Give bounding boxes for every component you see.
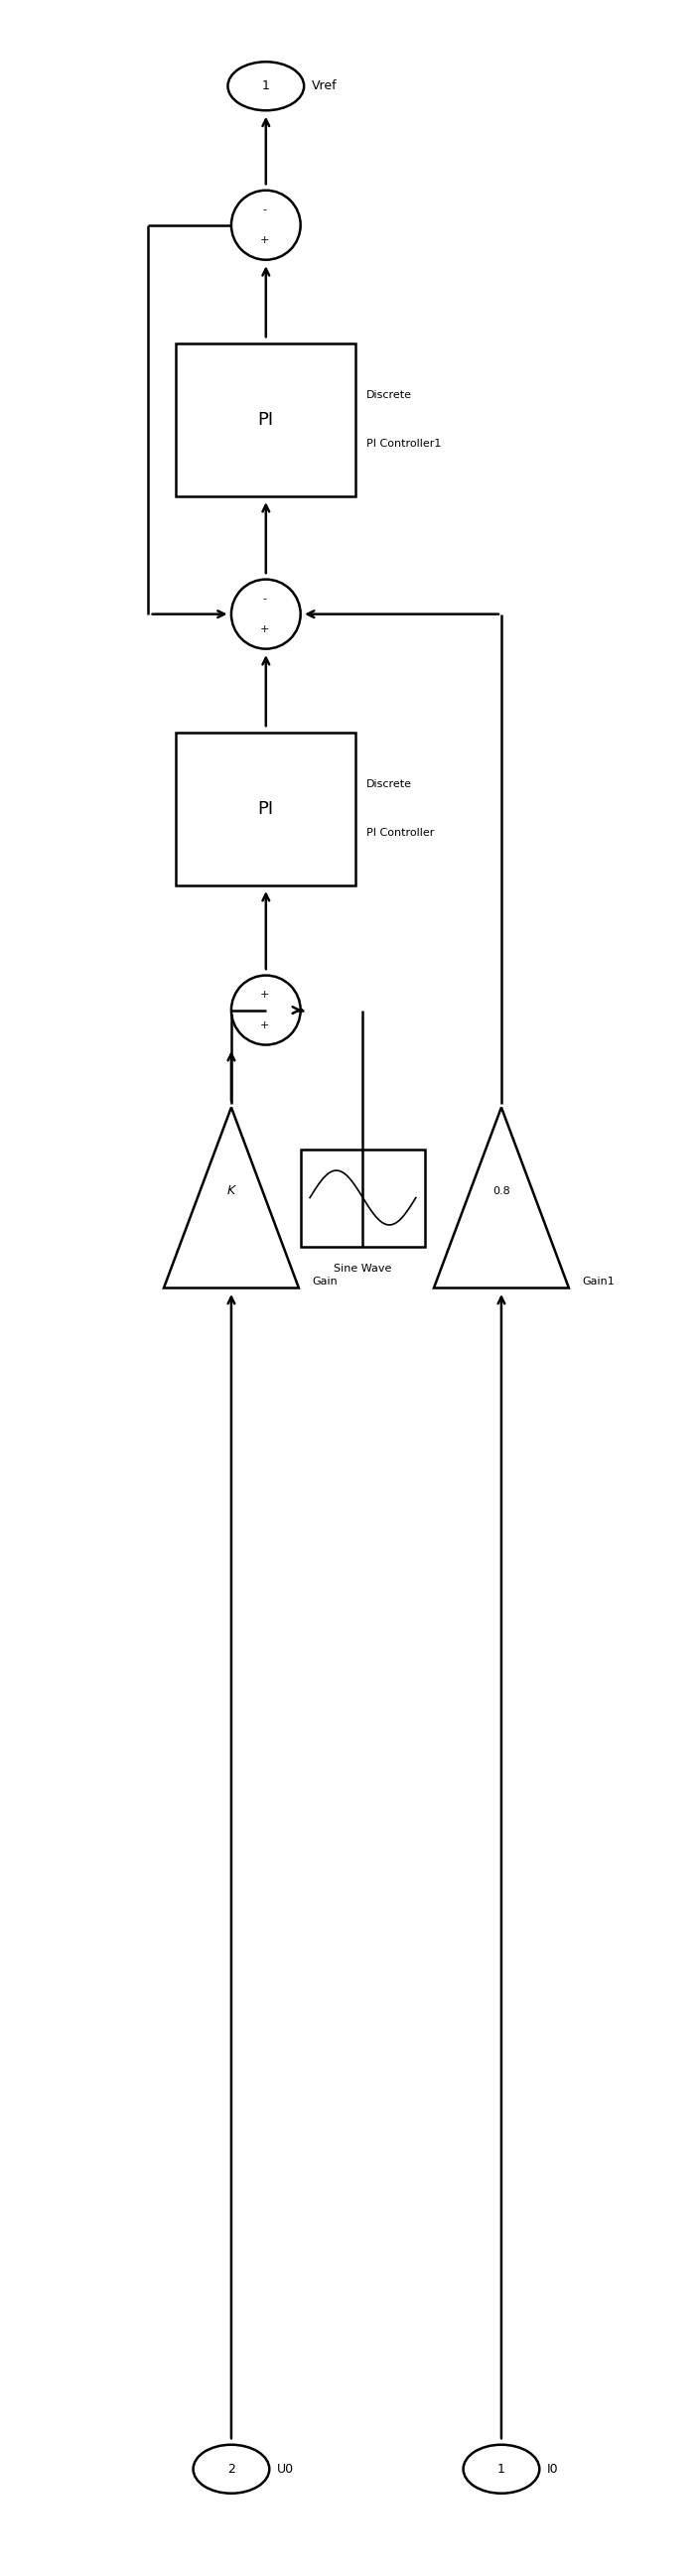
Text: 1: 1 — [262, 80, 270, 93]
Text: Gain1: Gain1 — [582, 1275, 615, 1285]
Text: K: K — [227, 1185, 235, 1198]
Text: Sine Wave: Sine Wave — [334, 1265, 392, 1273]
Text: PI Controller1: PI Controller1 — [366, 438, 441, 448]
Text: I0: I0 — [547, 2463, 558, 2476]
Text: +: + — [260, 626, 269, 634]
Text: PI Controller: PI Controller — [366, 827, 434, 837]
Bar — [301, 1149, 425, 1247]
Text: 2: 2 — [228, 2463, 235, 2476]
Text: Discrete: Discrete — [366, 781, 412, 788]
Text: Discrete: Discrete — [366, 392, 412, 399]
Bar — [176, 732, 356, 886]
Bar — [176, 343, 356, 497]
Text: +: + — [260, 989, 269, 999]
Text: -: - — [262, 204, 266, 214]
Text: 0.8: 0.8 — [493, 1185, 510, 1195]
Text: +: + — [260, 237, 269, 245]
Text: +: + — [260, 1020, 269, 1030]
Text: -: - — [262, 592, 266, 603]
Text: PI: PI — [258, 799, 274, 817]
Text: Gain: Gain — [312, 1275, 338, 1285]
Text: 1: 1 — [498, 2463, 505, 2476]
Text: U0: U0 — [277, 2463, 294, 2476]
Text: PI: PI — [258, 410, 274, 428]
Text: Vref: Vref — [311, 80, 337, 93]
